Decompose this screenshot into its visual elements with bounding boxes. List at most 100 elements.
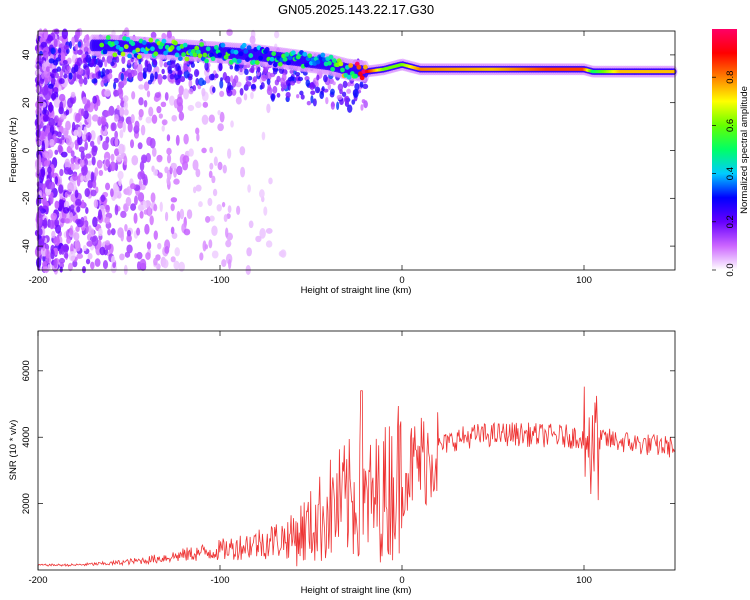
spectrogram-noise-blob — [339, 98, 344, 106]
spectrogram-noise-blob — [61, 28, 69, 40]
spectrogram-noise-blob — [265, 228, 273, 234]
colorbar-tick-label: 0.4 — [725, 167, 736, 180]
spectrogram-noise-blob — [43, 217, 48, 228]
spectrogram-noise-blob — [62, 59, 68, 65]
spectrogram-noise-blob — [114, 114, 119, 122]
spectrogram-noise-blob — [219, 111, 225, 123]
spectrogram-noise-blob — [230, 120, 234, 128]
spectrogram-noise-blob — [173, 167, 178, 178]
spectrogram-noise-blob — [54, 176, 59, 185]
spectrogram-noise-blob — [63, 167, 71, 175]
spectrogram-noise-blob — [150, 73, 155, 82]
spectrogram-noise-blob — [121, 67, 126, 73]
spectrogram-noise-blob — [130, 113, 135, 124]
spectrogram-ridge-core — [217, 52, 223, 58]
spectrogram-noise-blob — [35, 257, 42, 268]
spectrogram-noise-blob — [43, 30, 48, 40]
spectrogram-noise-blob — [45, 66, 50, 73]
spectrogram-noise-blob — [76, 253, 84, 259]
spectrogram-noise-blob — [161, 119, 168, 126]
spectrogram-y-ticks: -40 -20 0 20 40 — [21, 50, 675, 253]
x-tick-label: 100 — [576, 575, 592, 586]
spectrogram-noise-blob — [136, 251, 143, 260]
spectrogram-ridge-core — [290, 50, 296, 56]
spectrogram-noise-blob — [239, 67, 243, 73]
spectrogram-noise-blob — [287, 77, 293, 82]
spectrogram-noise-blob — [117, 170, 124, 180]
spectrogram-noise-blob — [49, 219, 55, 230]
spectrogram-noise-blob — [36, 245, 42, 252]
spectrogram-noise-blob — [142, 71, 147, 80]
spectrogram-ridge-core — [353, 73, 358, 79]
spectrogram-ridge-core — [205, 46, 211, 52]
spectrogram-noise-blob — [208, 170, 213, 179]
spectrogram-noise-blob — [114, 130, 118, 140]
spectrogram-ridge-core — [330, 66, 336, 72]
spectrogram-noise-blob — [346, 104, 353, 113]
spectrogram-noise-blob — [104, 110, 111, 117]
spectrogram-noise-blob — [319, 90, 325, 100]
spectrogram-noise-blob — [346, 88, 352, 94]
spectrogram-noise-blob — [78, 78, 85, 84]
spectrogram-noise-blob — [229, 75, 234, 83]
snr-x-axis-label: Height of straight line (km) — [301, 585, 412, 596]
x-tick-label: 100 — [576, 275, 592, 286]
spectrogram-noise-blob — [39, 77, 45, 85]
spectrogram-ridge-core — [161, 38, 167, 44]
spectrogram-ridge-core — [118, 46, 124, 52]
spectrogram-ridge-core — [241, 42, 247, 48]
spectrogram-noise-blob — [139, 161, 145, 172]
spectrogram-noise-blob — [137, 142, 143, 150]
spectrogram-noise-blob — [156, 154, 163, 163]
spectrogram-noise-blob — [83, 74, 88, 79]
spectrogram-noise-blob — [64, 158, 71, 170]
spectrogram-ridge-core — [361, 69, 367, 74]
spectrogram-ridge-core — [220, 42, 226, 48]
spectrogram-noise-blob — [70, 150, 75, 158]
spectrogram-noise-blob — [70, 157, 75, 164]
spectrogram-noise-blob — [280, 249, 287, 258]
spectrogram-noise-blob — [216, 204, 222, 212]
spectrogram-noise-blob — [107, 228, 112, 236]
spectrogram-noise-blob — [137, 192, 145, 202]
spectrogram-noise-blob — [225, 239, 232, 248]
snr-y-ticks: 2000 4000 6000 — [21, 360, 675, 514]
spectrogram-noise-blob — [351, 99, 356, 105]
spectrogram-noise-blob — [46, 35, 54, 42]
spectrogram-noise-blob — [134, 58, 138, 66]
spectrogram-noise-blob — [120, 230, 124, 242]
spectrogram-noise-blob — [178, 85, 184, 96]
spectrogram-noise-blob — [110, 153, 115, 162]
spectrogram-noise-blob — [102, 76, 108, 84]
spectrogram-noise-blob — [58, 93, 66, 102]
spectrogram-noise-blob — [256, 66, 261, 73]
colorbar-gradient — [712, 29, 737, 270]
spectrogram-noise-blob — [309, 81, 315, 90]
spectrogram-noise-blob — [90, 171, 95, 183]
spectrogram-ridge-core — [320, 52, 326, 58]
spectrogram-ridge-core — [195, 49, 201, 55]
spectrogram-noise-blob — [87, 160, 93, 166]
spectrogram-noise-blob — [130, 183, 136, 190]
spectrogram-ridge-core — [246, 45, 252, 51]
spectrogram-noise-blob — [67, 262, 73, 272]
x-tick-label: -200 — [28, 275, 47, 286]
x-tick-label: 0 — [399, 275, 404, 286]
spectrogram-noise-blob — [105, 68, 110, 75]
spectrogram-noise-blob — [41, 72, 45, 80]
spectrogram-noise-blob — [60, 114, 67, 120]
spectrogram-ridge-core — [194, 45, 200, 51]
spectrogram-noise-blob — [63, 73, 68, 79]
spectrogram-noise-blob — [202, 80, 207, 86]
spectrogram-noise-blob — [69, 211, 74, 222]
spectrogram-noise-blob — [100, 194, 106, 203]
colorbar-label: Normalized spectral amplitude — [739, 86, 750, 214]
spectrogram-noise-blob — [42, 114, 49, 122]
spectrogram-noise-blob — [137, 203, 145, 212]
spectrogram-noise-blob — [53, 38, 58, 48]
spectrogram-noise-blob — [193, 69, 200, 78]
spectrogram-noise-blob — [50, 47, 56, 55]
spectrogram-noise-blob — [212, 86, 216, 93]
spectrogram-noise-blob — [85, 34, 90, 41]
